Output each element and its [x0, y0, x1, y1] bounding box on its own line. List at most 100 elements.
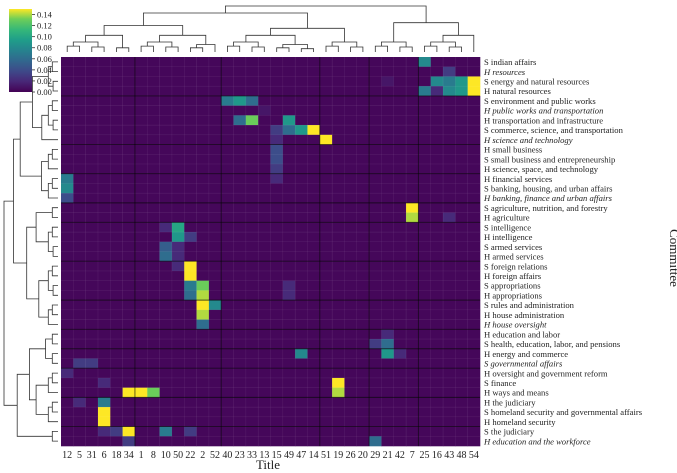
heatmap-cell	[258, 202, 271, 213]
heatmap-cell	[134, 222, 148, 233]
heatmap-cell	[85, 193, 99, 204]
heatmap-cell	[344, 76, 358, 87]
heatmap-cell	[159, 57, 173, 68]
heatmap-cell	[295, 57, 308, 68]
heatmap-cell	[122, 222, 136, 233]
heatmap-cell	[369, 436, 382, 447]
heatmap-cell	[61, 183, 74, 194]
heatmap-cell	[418, 125, 431, 136]
heatmap-cell	[159, 329, 173, 340]
heatmap-cell	[73, 144, 86, 155]
heatmap-cell	[171, 300, 185, 311]
heatmap-cell	[61, 280, 74, 291]
heatmap-cell	[122, 95, 136, 106]
heatmap-cell	[196, 300, 210, 311]
heatmap-cell	[369, 183, 382, 194]
heatmap-cell	[393, 377, 407, 388]
heatmap-cell	[455, 86, 468, 97]
heatmap-cell	[159, 105, 173, 116]
heatmap-cell	[110, 212, 123, 223]
heatmap-cell	[171, 212, 185, 223]
heatmap-cell	[270, 270, 284, 281]
heatmap-cell	[307, 125, 321, 136]
heatmap-cell	[430, 329, 444, 340]
heatmap-cell	[344, 193, 358, 204]
heatmap-cell	[85, 251, 99, 262]
heatmap-cell	[319, 348, 333, 359]
heatmap-cell	[97, 134, 111, 145]
heatmap-cell	[196, 193, 210, 204]
heatmap-cell	[467, 261, 481, 272]
heatmap-cell	[159, 193, 173, 204]
column-label: 25	[420, 450, 430, 461]
heatmap-cell	[97, 232, 111, 243]
heatmap-cell	[467, 280, 481, 291]
heatmap-cell	[418, 368, 431, 379]
column-label: 6	[102, 450, 107, 461]
column-label: 10	[161, 450, 171, 461]
colorbar-tick-label: 0.06	[37, 54, 52, 64]
heatmap-cell	[369, 222, 382, 233]
heatmap-cell	[270, 57, 284, 68]
dendrogram-branch	[26, 226, 39, 300]
colorbar-ticks: 0.140.120.100.080.060.040.020.00	[32, 10, 53, 97]
heatmap-cell	[97, 426, 111, 437]
heatmap-cell	[307, 416, 321, 427]
heatmap-cell	[344, 232, 358, 243]
heatmap-cell	[233, 125, 247, 136]
heatmap-cell	[233, 329, 247, 340]
heatmap-cell	[393, 416, 407, 427]
heatmap-cell	[221, 241, 234, 252]
heatmap-cell	[369, 280, 382, 291]
heatmap-cell	[344, 251, 358, 262]
heatmap-cell	[282, 222, 296, 233]
heatmap-cell	[208, 368, 222, 379]
heatmap-cell	[282, 329, 296, 340]
heatmap-cell	[171, 163, 185, 174]
heatmap-cell	[344, 319, 358, 330]
row-label: S the judiciary	[484, 427, 535, 437]
heatmap-cell	[61, 290, 74, 301]
heatmap-cell	[258, 261, 271, 272]
heatmap-cell	[369, 426, 382, 437]
heatmap-cell	[282, 95, 296, 106]
heatmap-cell	[430, 66, 444, 77]
heatmap-cell	[184, 261, 197, 272]
heatmap-cell	[134, 397, 148, 408]
heatmap-cell	[270, 329, 284, 340]
heatmap-cell	[369, 358, 382, 369]
heatmap-cell	[270, 125, 284, 136]
heatmap-cell	[319, 76, 333, 87]
heatmap-cell	[393, 319, 407, 330]
heatmap-cell	[455, 134, 468, 145]
heatmap-cell	[455, 319, 468, 330]
heatmap-cell	[307, 407, 321, 418]
heatmap-cell	[430, 163, 444, 174]
heatmap-cell	[467, 241, 481, 252]
heatmap-cell	[418, 387, 431, 398]
heatmap-cell	[467, 290, 481, 301]
dendrogram-branch	[51, 265, 58, 277]
heatmap-cell	[307, 95, 321, 106]
column-label: 29	[370, 450, 380, 461]
heatmap-cell	[171, 329, 185, 340]
heatmap-cell	[159, 173, 173, 184]
heatmap-cell	[443, 329, 456, 340]
heatmap-cell	[295, 251, 308, 262]
heatmap-cell	[295, 193, 308, 204]
heatmap-cell	[418, 300, 431, 311]
heatmap-cell	[295, 134, 308, 145]
heatmap-cell	[147, 261, 160, 272]
heatmap-cell	[258, 232, 271, 243]
heatmap-cell	[295, 183, 308, 194]
heatmap-cell	[147, 416, 160, 427]
dendrogram-branch	[399, 46, 413, 52]
heatmap-cell	[467, 95, 481, 106]
heatmap-cell	[221, 222, 234, 233]
heatmap-cell	[184, 105, 197, 116]
heatmap-cell	[196, 241, 210, 252]
heatmap-cell	[406, 86, 419, 97]
heatmap-cell	[97, 329, 111, 340]
heatmap-cell	[430, 95, 444, 106]
heatmap-cell	[147, 397, 160, 408]
